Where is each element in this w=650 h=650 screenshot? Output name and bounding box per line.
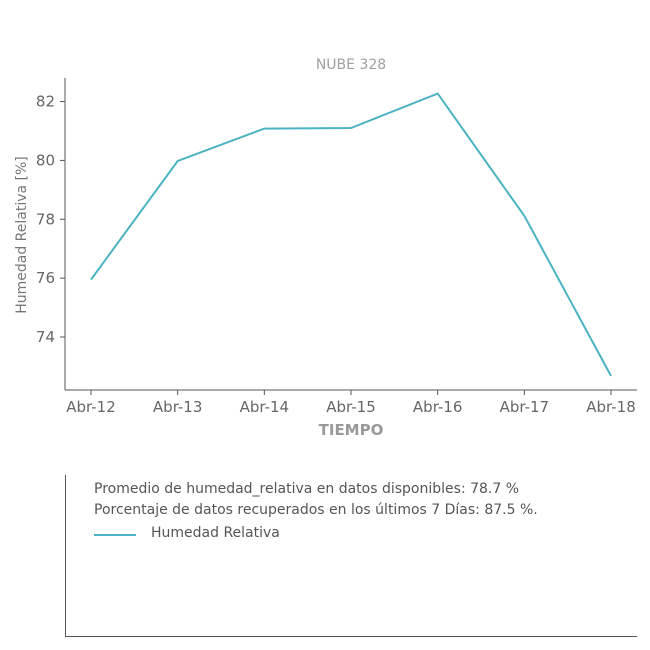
recovery-text: Porcentaje de datos recuperados en los ú… [94, 502, 538, 518]
chart-title: NUBE 328 [316, 57, 386, 73]
x-tick-label: Abr-14 [240, 398, 290, 416]
x-tick-label: Abr-18 [586, 398, 636, 416]
x-tick-label: Abr-17 [500, 398, 550, 416]
legend-label: Humedad Relativa [151, 525, 280, 541]
average-text: Promedio de humedad_relativa en datos di… [94, 481, 520, 497]
y-ticks: 74 76 78 80 82 [36, 93, 65, 346]
x-ticks: Abr-12 Abr-13 Abr-14 Abr-15 Abr-16 Abr-17 Abr-… [66, 390, 636, 416]
x-tick-label: Abr-12 [66, 398, 116, 416]
x-axis-label: TIEMPO [319, 421, 384, 439]
series-line-humedad-relativa [90, 92, 612, 377]
legend-swatch [94, 534, 136, 536]
y-tick-label: 76 [36, 269, 55, 287]
y-tick-label: 74 [36, 328, 55, 346]
y-axis-label: Humedad Relativa [%] [14, 156, 30, 314]
y-tick-label: 78 [36, 210, 55, 228]
x-tick-label: Abr-16 [413, 398, 463, 416]
y-tick-label: 80 [36, 151, 55, 169]
info-panel: Promedio de humedad_relativa en datos di… [65, 475, 637, 637]
x-tick-label: Abr-15 [326, 398, 376, 416]
series-group [90, 92, 612, 377]
x-tick-label: Abr-13 [153, 398, 203, 416]
y-tick-label: 82 [36, 93, 55, 111]
